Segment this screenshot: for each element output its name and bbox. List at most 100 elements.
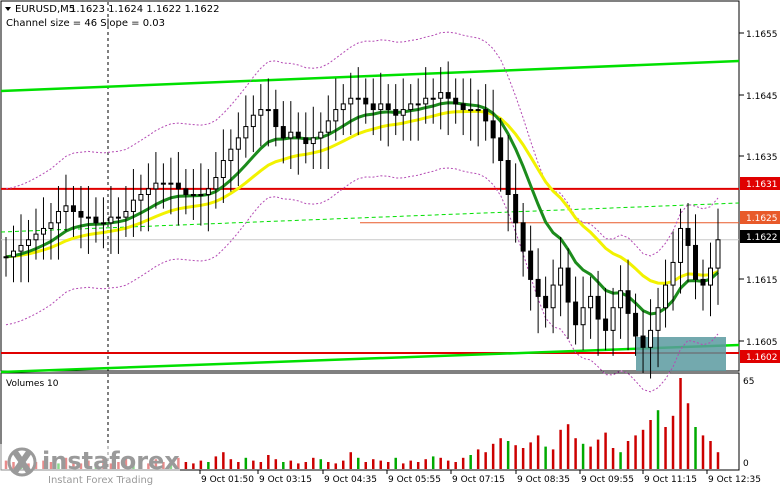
candle[interactable] [243,95,249,158]
candle[interactable] [528,225,534,311]
candle[interactable] [573,276,579,345]
symbol-dropdown-icon[interactable] [5,7,11,11]
channel-lower-line[interactable] [0,343,740,374]
candle[interactable] [700,259,706,311]
candle[interactable] [625,259,631,351]
candle[interactable] [63,174,69,232]
candle[interactable] [273,89,279,147]
green-moving-average[interactable] [5,101,719,316]
candle[interactable] [348,72,354,136]
candle[interactable] [595,270,601,356]
candle[interactable] [190,169,196,220]
candle[interactable] [655,287,661,368]
candle[interactable] [483,84,489,141]
candle[interactable] [640,310,646,373]
candle[interactable] [438,67,444,130]
candle[interactable] [93,197,99,243]
candle[interactable] [70,186,76,237]
candle[interactable] [633,293,639,356]
candle[interactable] [370,78,376,136]
candle[interactable] [505,135,511,232]
candle[interactable] [513,163,519,243]
candle[interactable] [423,67,429,124]
candle[interactable] [498,118,504,192]
candle[interactable] [378,72,384,141]
candle[interactable] [85,186,91,254]
candle[interactable] [33,208,39,260]
candle[interactable] [153,152,159,209]
candle[interactable] [543,276,549,328]
candle[interactable] [400,78,406,141]
candle[interactable] [295,112,301,175]
candle[interactable] [18,214,24,283]
channel-upper-line[interactable] [0,59,740,93]
candle[interactable] [115,197,121,254]
candle[interactable] [40,197,46,260]
candle[interactable] [3,236,9,277]
candle[interactable] [355,67,361,136]
candle[interactable] [393,84,399,136]
candle[interactable] [430,78,436,124]
candle[interactable] [220,129,226,203]
candle[interactable] [445,61,451,136]
candle[interactable] [670,231,676,311]
candle[interactable] [108,186,114,254]
candle[interactable] [78,186,84,249]
candle[interactable] [258,84,264,147]
candle[interactable] [145,163,151,232]
candle[interactable] [213,152,219,209]
candle[interactable] [303,112,309,164]
candle[interactable] [130,169,136,237]
candle[interactable] [678,208,684,294]
candles-layer[interactable] [3,61,721,379]
candle[interactable] [693,214,699,300]
candle[interactable] [168,157,174,215]
candle[interactable] [460,78,466,136]
candle[interactable] [175,152,181,226]
candle[interactable] [318,112,324,170]
candle[interactable] [603,287,609,351]
candle[interactable] [48,202,54,260]
candle[interactable] [183,169,189,215]
candle[interactable] [25,219,31,283]
candle[interactable] [138,174,144,232]
candle[interactable] [558,236,564,317]
candle[interactable] [55,186,61,260]
candle[interactable] [415,78,421,141]
candle[interactable] [708,242,714,317]
candle[interactable] [160,163,166,209]
yellow-moving-average[interactable] [5,109,719,285]
candle[interactable] [363,78,369,124]
candle[interactable] [468,78,474,141]
candle[interactable] [265,78,271,147]
candle[interactable] [198,163,204,226]
candle[interactable] [408,84,414,141]
candle[interactable] [288,101,294,170]
candle[interactable] [228,129,234,192]
candle[interactable] [123,186,129,237]
candle[interactable] [588,276,594,339]
candle[interactable] [453,78,459,124]
candle[interactable] [205,169,211,232]
candle[interactable] [520,202,526,277]
candle[interactable] [333,78,339,141]
candle[interactable] [475,89,481,147]
candle[interactable] [610,287,616,356]
candle[interactable] [10,225,16,283]
candle[interactable] [550,259,556,334]
candle[interactable] [685,202,691,283]
candle[interactable] [715,208,721,305]
candle[interactable] [580,276,586,351]
candle[interactable] [325,95,331,170]
candle[interactable] [250,95,256,153]
candle[interactable] [618,265,624,339]
candle[interactable] [340,84,346,136]
candle[interactable] [490,89,496,164]
candle[interactable] [385,84,391,147]
candle[interactable] [280,101,286,164]
candle[interactable] [663,259,669,328]
candle[interactable] [310,106,316,170]
candle[interactable] [535,248,541,334]
candle[interactable] [565,248,571,339]
